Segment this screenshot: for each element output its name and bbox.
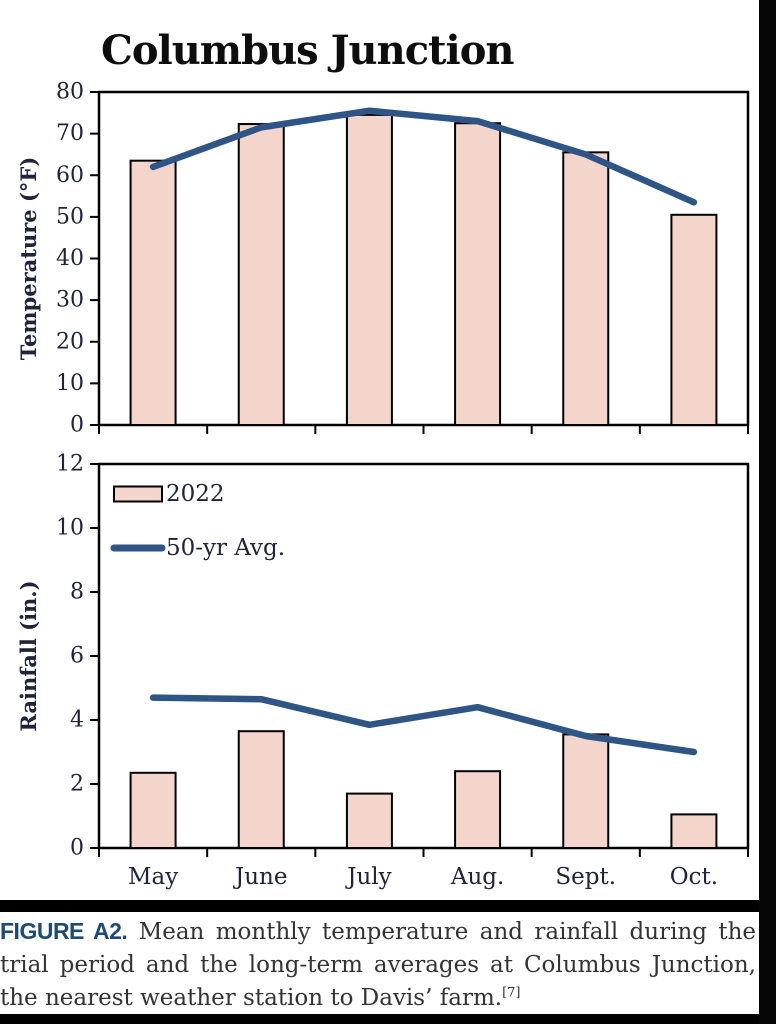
bar-July — [345, 792, 393, 850]
y-tick-label: 20 — [56, 329, 84, 354]
legend-swatch-2022 — [113, 485, 163, 503]
x-category-label: July — [345, 864, 391, 890]
y-tick-label: 6 — [70, 644, 84, 669]
y-tick-label: 2 — [70, 772, 84, 797]
bar-Aug — [454, 770, 502, 850]
avg-line — [149, 107, 698, 206]
right-edge-strip — [759, 0, 776, 1024]
y-tick-label: 50 — [56, 204, 84, 229]
y-tick-label: 30 — [56, 288, 84, 313]
y-tick-label: 40 — [56, 246, 84, 271]
legend-label-avg-line: 50-yr Avg. — [166, 535, 285, 561]
footnote-ref: [7] — [502, 985, 521, 1001]
y-tick-label: 10 — [56, 371, 84, 396]
x-category-label: May — [128, 864, 178, 890]
y-tick-label: 0 — [70, 413, 84, 438]
rainfall-chart: 12 10 8 6 4 2 0 May June July Aug. Sept. Oct. Rainfal… — [16, 452, 750, 890]
x-category-label: Sept. — [555, 864, 616, 890]
bar-Sept — [562, 733, 610, 849]
y-axis-label: Temperature (°F) — [16, 157, 41, 361]
x-category-label: June — [233, 864, 287, 890]
bar-Sept — [562, 151, 610, 426]
bar-May — [129, 159, 177, 427]
y-tick-label: 60 — [56, 163, 84, 188]
avg-line — [149, 694, 698, 756]
y-tick-label: 12 — [56, 452, 84, 477]
bar-June — [237, 730, 285, 850]
x-category-label: Aug. — [450, 864, 504, 890]
chart-title: Columbus Junction — [101, 27, 514, 74]
y-tick-label: 4 — [70, 708, 84, 733]
separator-bar — [0, 900, 776, 912]
y-tick-label: 8 — [70, 580, 84, 605]
figure-label: FIGURE A2. — [0, 918, 128, 944]
plot-border — [97, 462, 750, 850]
bar-Oct — [670, 813, 718, 849]
bar-Oct — [670, 213, 718, 426]
y-tick-label: 10 — [56, 516, 84, 541]
legend-label-2022: 2022 — [166, 481, 225, 507]
bottom-bar — [0, 1014, 776, 1024]
plot-border — [97, 90, 750, 427]
figure-caption: FIGURE A2. Mean monthly temperature and … — [0, 915, 756, 1015]
y-axis-label: Rainfall (in.) — [16, 580, 41, 731]
y-tick-label: 80 — [56, 80, 84, 105]
bar-Aug — [454, 122, 502, 426]
x-category-label: Oct. — [670, 864, 718, 890]
bar-July — [345, 113, 393, 427]
y-tick-label: 0 — [70, 836, 84, 861]
temperature-chart: 80 70 60 50 40 30 20 10 0 Temperature (°F) — [16, 80, 750, 438]
bar-June — [237, 123, 285, 427]
bar-May — [129, 771, 177, 849]
y-tick-label: 70 — [56, 121, 84, 146]
caption-text: Mean monthly temperature and rainfall du… — [0, 919, 757, 1011]
